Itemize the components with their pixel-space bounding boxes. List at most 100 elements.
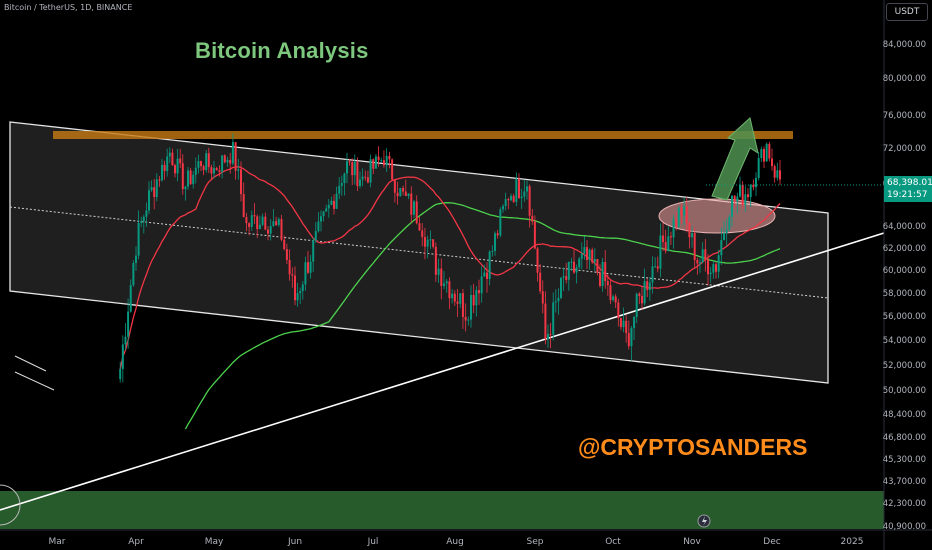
candle-body — [739, 184, 741, 197]
candle-body — [541, 291, 544, 304]
candle-body — [709, 272, 712, 275]
price-tick-label: 43,700.00 — [883, 477, 926, 487]
sma-50-line — [119, 166, 781, 370]
candle-body — [391, 159, 394, 180]
time-tick-label: 2025 — [841, 537, 864, 547]
time-tick-label: Sep — [527, 537, 544, 547]
candle-body — [633, 317, 636, 329]
candle-body — [399, 187, 402, 197]
candle-body — [192, 174, 195, 185]
time-tick-label: Jul — [367, 537, 379, 547]
candle-body — [385, 155, 388, 166]
candle-body — [335, 193, 338, 209]
candle-body — [533, 221, 536, 249]
candle-body — [512, 195, 515, 202]
candles-group — [119, 133, 781, 383]
candle-body — [617, 302, 620, 318]
candle-body — [648, 282, 651, 290]
candle-body — [218, 170, 221, 172]
candle-body — [638, 293, 641, 296]
candle-body — [338, 185, 341, 194]
candle-body — [272, 221, 275, 226]
candle-body — [749, 184, 752, 198]
price-tick-label: 58,000.00 — [883, 289, 926, 299]
candle-body — [333, 200, 335, 209]
price-tick-label: 46,800.00 — [883, 433, 926, 443]
candle-body — [688, 223, 691, 238]
candle-body — [372, 159, 375, 169]
candle-body — [296, 293, 299, 301]
candle-body — [221, 155, 224, 172]
last-price-badge: 68,398.01 19:21:57 — [884, 176, 932, 202]
currency-button[interactable]: USDT — [886, 3, 928, 21]
candle-body — [504, 199, 507, 207]
candle-body — [346, 161, 348, 174]
candle-body — [599, 272, 601, 286]
candle-body — [646, 281, 649, 290]
candle-body — [174, 165, 176, 174]
candle-body — [728, 216, 731, 230]
candle-body — [253, 215, 256, 217]
candle-body — [288, 260, 291, 275]
candle-body — [643, 281, 646, 304]
lightning-event-icon[interactable] — [697, 514, 711, 528]
candle-body — [723, 233, 725, 241]
candle-body — [583, 247, 586, 254]
candle-body — [755, 177, 757, 188]
candle-body — [467, 319, 470, 321]
candle-body — [158, 179, 161, 181]
candle-body — [712, 264, 715, 273]
candle-body — [717, 255, 720, 272]
support-zone[interactable] — [0, 491, 884, 529]
candle-body — [264, 216, 267, 230]
candle-body — [179, 158, 182, 164]
candle-body — [560, 277, 562, 298]
candle-body — [437, 268, 440, 275]
candle-body — [715, 264, 717, 272]
candle-body — [478, 290, 480, 294]
candle-body — [168, 152, 171, 157]
resistance-zone[interactable] — [53, 131, 793, 139]
candle-body — [380, 160, 383, 162]
candle-body — [285, 249, 288, 261]
candle-body — [619, 317, 622, 328]
author-watermark: @CRYPTOSANDERS — [578, 434, 808, 460]
candle-body — [580, 253, 583, 259]
symbol-label[interactable]: Bitcoin / TetherUS, 1D, BINANCE — [4, 3, 133, 12]
candle-body — [669, 236, 672, 238]
candle-body — [515, 178, 518, 202]
candle-body — [155, 179, 158, 197]
candle-body — [567, 262, 570, 280]
candle-body — [562, 276, 565, 278]
candle-body — [248, 223, 251, 227]
candle-body — [591, 249, 594, 263]
candle-body — [779, 170, 781, 180]
candle-body — [547, 333, 549, 340]
candle-body — [269, 225, 272, 234]
rising-trendline[interactable] — [0, 232, 885, 511]
candle-body — [499, 209, 502, 236]
candle-body — [388, 155, 391, 160]
candle-body — [393, 179, 396, 193]
candle-body — [312, 240, 315, 262]
candle-body — [299, 291, 302, 294]
candle-body — [145, 210, 148, 217]
candle-body — [135, 255, 137, 264]
candle-body — [494, 233, 496, 251]
flag-line-upper — [14, 355, 47, 372]
candle-body — [596, 259, 599, 273]
candle-body — [207, 153, 210, 168]
time-axis[interactable]: Mar Apr May Jun Jul Aug Sep Oct Nov Dec 2025 — [49, 537, 864, 547]
candle-body — [472, 295, 475, 306]
retest-ellipse[interactable] — [658, 198, 776, 234]
candle-body — [575, 267, 578, 273]
candle-body — [327, 204, 330, 209]
candle-body — [625, 320, 628, 334]
candle-body — [404, 191, 407, 197]
up-arrow[interactable] — [711, 117, 759, 201]
candle-body — [725, 229, 728, 234]
candle-body — [752, 184, 755, 188]
candle-body — [356, 161, 359, 187]
candle-body — [215, 167, 218, 171]
